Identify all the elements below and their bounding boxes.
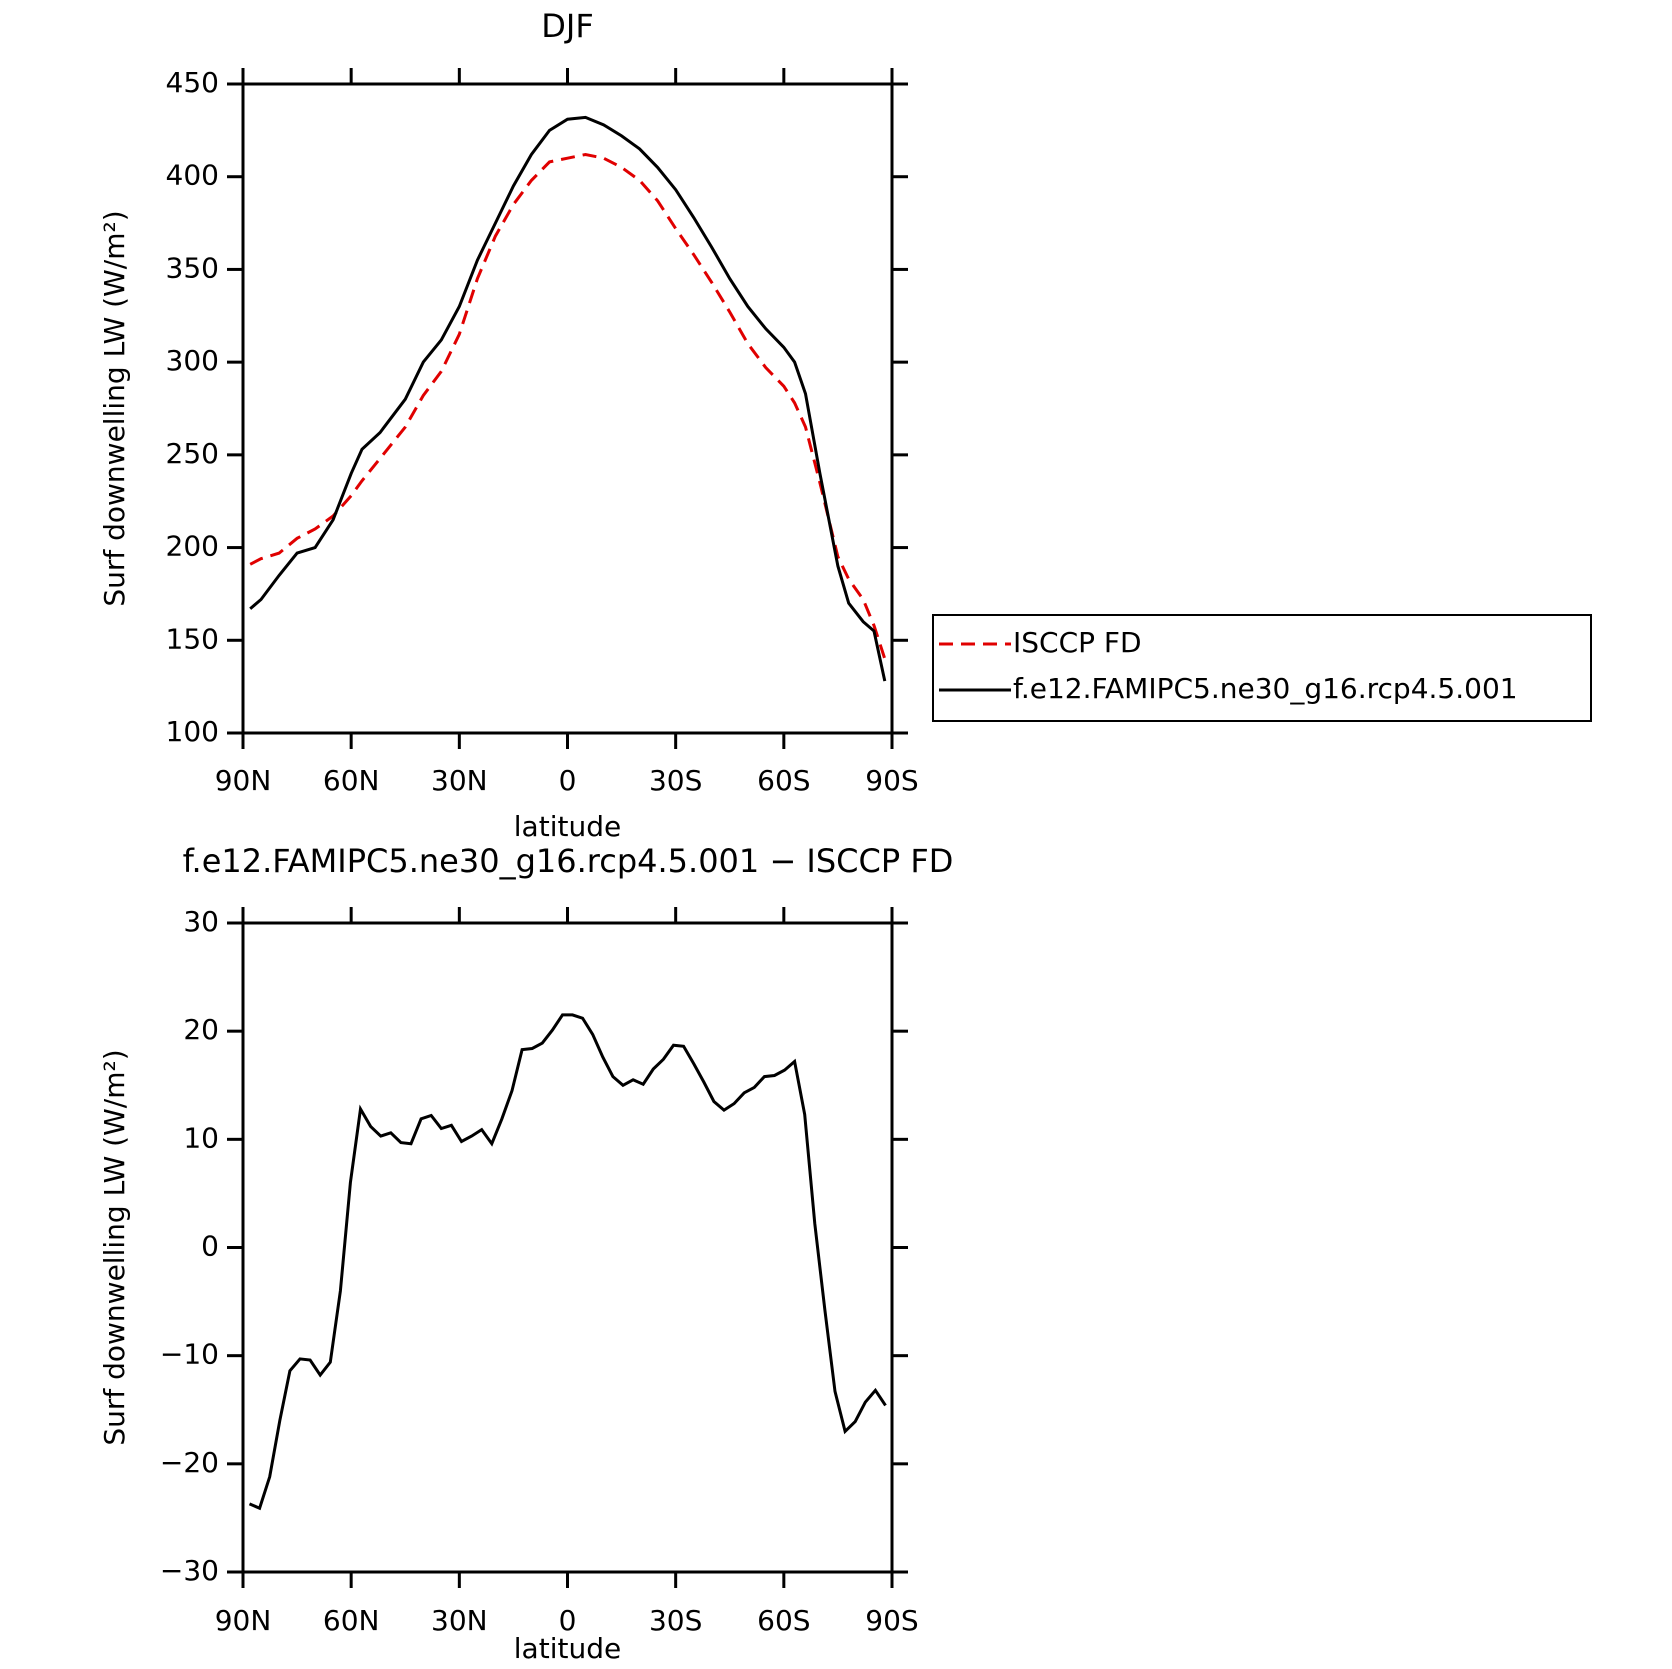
x-tick-label: 60N xyxy=(323,1604,380,1637)
chart-title: DJF xyxy=(541,7,593,45)
data-line xyxy=(248,1013,887,1511)
y-tick-label: 200 xyxy=(166,530,219,563)
plot-frame xyxy=(241,921,894,1574)
y-tick-label: 400 xyxy=(166,159,219,192)
x-tick-label: 60S xyxy=(757,764,810,797)
x-tick-label: 90N xyxy=(215,1604,272,1637)
y-tick-label: 100 xyxy=(166,715,219,748)
plot-frame xyxy=(241,82,894,735)
x-tick-label: 30S xyxy=(649,1604,702,1637)
x-tick-label: 60N xyxy=(323,764,380,797)
x-tick-label: 0 xyxy=(559,1604,577,1637)
legend-box xyxy=(932,614,1592,722)
y-tick-label: 300 xyxy=(166,344,219,377)
y-axis-label: Surf downwelling LW (W/m²) xyxy=(98,1049,131,1445)
y-tick-label: 250 xyxy=(166,437,219,470)
legend-label: ISCCP FD xyxy=(1013,626,1142,659)
chart-title: f.e12.FAMIPC5.ne30_g16.rcp4.5.001 − ISCC… xyxy=(183,842,954,880)
x-tick-label: 30N xyxy=(431,764,488,797)
y-tick-label: −20 xyxy=(160,1446,219,1479)
x-axis-label: latitude xyxy=(514,1632,621,1665)
y-tick-label: −30 xyxy=(160,1554,219,1587)
x-tick-label: 0 xyxy=(559,764,577,797)
x-tick-label: 30S xyxy=(649,764,702,797)
y-tick-label: 450 xyxy=(166,66,219,99)
y-tick-label: 30 xyxy=(183,905,219,938)
y-tick-label: 0 xyxy=(201,1230,219,1263)
y-tick-label: 350 xyxy=(166,251,219,284)
x-tick-label: 60S xyxy=(757,1604,810,1637)
data-line xyxy=(249,152,887,660)
y-axis-label: Surf downwelling LW (W/m²) xyxy=(98,210,131,606)
x-tick-label: 30N xyxy=(431,1604,488,1637)
x-tick-label: 90S xyxy=(865,764,918,797)
y-tick-label: 20 xyxy=(183,1013,219,1046)
x-tick-label: 90S xyxy=(865,1604,918,1637)
data-line xyxy=(249,115,887,682)
y-tick-label: −10 xyxy=(160,1338,219,1371)
y-tick-label: 150 xyxy=(166,622,219,655)
y-tick-label: 10 xyxy=(183,1121,219,1154)
legend-label: f.e12.FAMIPC5.ne30_g16.rcp4.5.001 xyxy=(1013,672,1518,705)
x-tick-label: 90N xyxy=(215,764,272,797)
x-axis-label: latitude xyxy=(514,810,621,843)
